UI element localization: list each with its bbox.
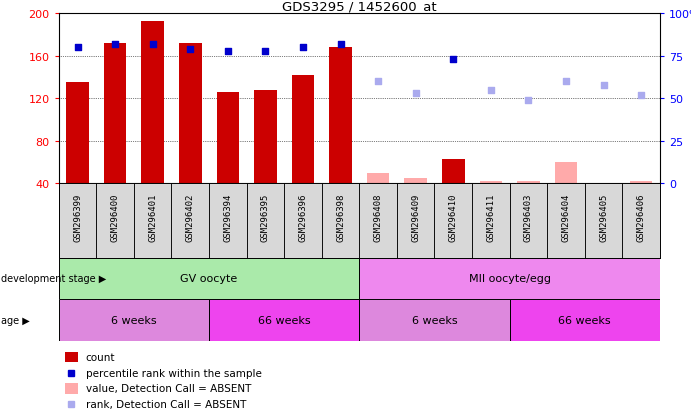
Point [448,57,459,64]
Text: GSM296409: GSM296409 [411,193,420,241]
Point [260,48,271,55]
Bar [59,299,209,341]
Text: GSM296411: GSM296411 [486,193,495,241]
Bar [142,22,164,184]
Bar [292,76,314,184]
Point [147,42,158,48]
Bar [65,383,78,394]
Bar [480,182,502,184]
Bar [442,159,464,184]
Text: MII oocyte/egg: MII oocyte/egg [468,274,551,284]
Text: 66 weeks: 66 weeks [558,315,611,325]
Text: rank, Detection Call = ABSENT: rank, Detection Call = ABSENT [86,399,246,409]
Point [297,45,308,52]
Point [223,48,234,55]
Text: value, Detection Call = ABSENT: value, Detection Call = ABSENT [86,384,251,394]
Bar [254,91,276,184]
Bar [630,182,652,184]
Bar [367,173,389,184]
Text: GSM296403: GSM296403 [524,193,533,241]
Text: GSM296399: GSM296399 [73,193,82,241]
Text: GSM296406: GSM296406 [636,193,645,241]
Point [110,42,121,48]
Bar [329,48,352,184]
Text: GSM296404: GSM296404 [562,193,571,241]
Text: count: count [86,352,115,362]
Text: age ▶: age ▶ [1,315,30,325]
Text: GSM296394: GSM296394 [223,193,232,241]
Point [184,47,196,53]
Text: GSM296398: GSM296398 [336,193,345,241]
Point [335,42,346,48]
Bar [59,258,359,299]
Text: GV oocyte: GV oocyte [180,274,238,284]
Bar [509,299,660,341]
Bar [555,163,577,184]
Point [523,97,534,104]
Text: 66 weeks: 66 weeks [258,315,310,325]
Text: GSM296405: GSM296405 [599,193,608,241]
Text: GSM296410: GSM296410 [448,193,457,241]
Text: GSM296400: GSM296400 [111,193,120,241]
Point [598,82,609,89]
Point [410,91,422,97]
Point [560,79,571,85]
Point [72,45,83,52]
Text: 6 weeks: 6 weeks [412,315,457,325]
Text: GSM296401: GSM296401 [148,193,157,241]
Point [372,79,384,85]
Text: development stage ▶: development stage ▶ [1,274,106,284]
Bar [209,299,359,341]
Text: GSM296408: GSM296408 [374,193,383,241]
Bar [359,258,660,299]
Title: GDS3295 / 1452600_at: GDS3295 / 1452600_at [282,0,437,13]
Point [485,88,496,94]
Point [636,93,647,99]
Text: 6 weeks: 6 weeks [111,315,157,325]
Bar [104,44,126,184]
Bar [66,83,88,184]
Bar [404,178,427,184]
Bar [179,44,202,184]
Text: GSM296402: GSM296402 [186,193,195,241]
Bar [359,299,509,341]
Text: GSM296395: GSM296395 [261,193,270,241]
Text: GSM296396: GSM296396 [299,193,307,241]
Bar [517,182,540,184]
Bar [216,93,239,184]
Bar [65,352,78,363]
Text: percentile rank within the sample: percentile rank within the sample [86,368,262,378]
